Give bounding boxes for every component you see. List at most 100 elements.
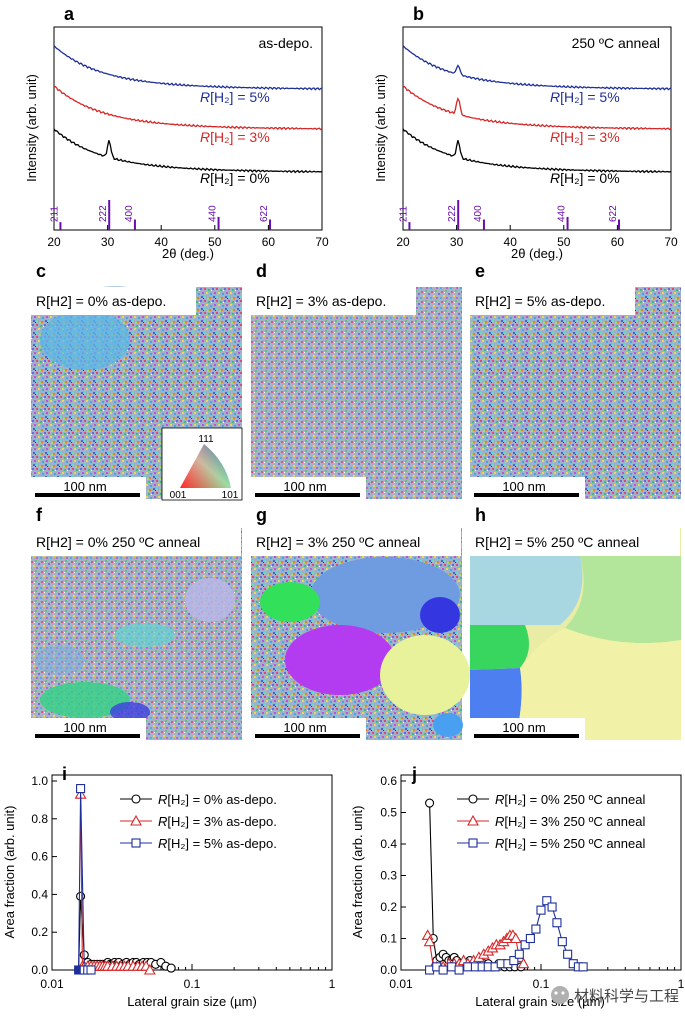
data-point-j-2-18 [542,896,552,906]
panel-letter-h: h [475,505,486,525]
data-point-i-2-1 [76,784,86,794]
data-point-j-1-1 [423,935,436,947]
data-point-j-1-22 [509,932,522,944]
legend-marker-j-2 [468,838,478,848]
data-point-j-2-3 [447,962,457,972]
reference-label-b-211: 211 [398,206,409,222]
title-box-d [251,287,416,315]
plot-frame-b [402,26,672,231]
reference-label-b-222: 222 [447,205,458,222]
y-tick-label-j-1: 0.1 [380,932,397,946]
condition-note-a: as-depo. [259,35,313,51]
title-box-h [470,528,680,556]
y-tick-label-j-0: 0.0 [380,963,397,977]
y-axis-label-i: Area fraction (arb. unit) [2,806,17,939]
legend-marker-j-0 [468,794,478,804]
data-point-i-0-28 [166,963,176,973]
x-axis-label-b: 2θ (deg.) [511,246,563,261]
xrd-panel-a: a as-depo. 2θ (deg.) Intensity (arb. uni… [24,4,323,261]
spectrum-b-1 [402,85,672,131]
y-tick-label-j-2: 0.2 [380,900,397,914]
data-point-j-2-12 [509,955,519,966]
grain-c1 [40,310,130,370]
x-axis-label-j: Lateral grain size (µm) [475,994,605,1009]
title-box-g [251,528,461,556]
y-tick-label-j-5: 0.5 [380,806,397,820]
data-point-j-0-0 [425,798,435,808]
legend-label-j-1: R[H₂] = 3% 250 ºC anneal [495,814,645,829]
series-label-b-2: R[H₂] = 0% [550,170,620,186]
data-point-i-2-4 [86,965,96,975]
legend-marker-i-2 [131,838,141,848]
legend-label-i-2: R[H₂] = 5% as-depo. [158,836,277,851]
x-axis-label-a: 2θ (deg.) [162,246,214,261]
data-point-j-2-2 [438,965,448,975]
data-point-j-1-24 [517,957,530,969]
series-label-a-1: R[H₂] = 3% [200,129,270,145]
series-label-b-1: R[H₂] = 3% [550,129,620,145]
scalebar-label-f: 100 nm [63,720,106,735]
y-tick-label-i-5: 1.0 [31,774,48,788]
panel-letter-c: c [36,261,46,281]
data-point-j-2-15 [525,933,535,944]
legend-label-i-1: R[H₂] = 3% as-depo. [158,814,277,829]
panel-letter-j: j [411,764,417,784]
plot-frame-a [53,26,323,231]
x-tick-label-b-3: 50 [557,235,571,249]
data-point-j-2-4 [454,965,464,975]
y-axis-label-a: Intensity (arb. unit) [24,74,39,182]
legend-label-j-0: R[H₂] = 0% 250 ºC anneal [495,792,645,807]
watermark: 材料科学与工程 [551,986,679,1005]
spectrum-b-0 [402,45,672,91]
data-point-j-2-14 [520,940,530,950]
map-title-g: R[H2] = 3% 250 ºC anneal [256,534,420,550]
reference-label-a-440: 440 [208,205,219,222]
series-label-a-2: R[H₂] = 0% [200,170,270,186]
reference-label-a-400: 400 [124,205,135,222]
scalebar-f [35,734,140,738]
scalebar-h [474,734,579,738]
y-tick-label-i-4: 0.8 [31,812,48,826]
title-box-f [31,528,241,556]
scalebar-label-h: 100 nm [502,720,545,735]
legend-label-j-2: R[H₂] = 5% 250 ºC anneal [495,836,645,851]
y-axis-label-j: Area fraction (arb. unit) [350,806,365,939]
data-point-j-2-20 [552,918,562,928]
data-point-j-2-16 [531,924,541,934]
y-tick-label-i-1: 0.2 [31,925,48,939]
ebsd-map-f: R[H2] = 0% 250 ºC anneal f 100 nm [31,505,242,740]
x-tick-label-a-1: 30 [101,235,115,249]
reference-label-a-211: 211 [49,206,60,222]
y-tick-label-i-0: 0.0 [31,963,48,977]
panel-letter-g: g [256,505,267,525]
panel-letter-f: f [36,505,43,525]
x-tick-label-a-2: 40 [155,235,169,249]
condition-note-b: 250 ºC anneal [572,35,660,51]
scalebar-c [35,493,140,497]
series-line-i-2 [78,788,91,971]
y-tick-label-j-4: 0.4 [380,837,397,851]
panel-letter-a: a [64,4,75,24]
map-title-c: R[H2] = 0% as-depo. [36,293,166,309]
ebsd-map-e: R[H2] = 5% as-depo. e 100 nm [470,261,681,499]
x-tick-label-b-0: 20 [396,235,410,249]
ebsd-map-g: R[H2] = 3% 250 ºC anneal g 100 nm [251,505,470,740]
reference-label-b-400: 400 [473,205,484,222]
xrd-panel-b: b 250 ºC anneal 2θ (deg.) Intensity (arb… [373,4,672,261]
data-point-j-2-25 [578,962,588,972]
ebsd-map-h: R[H2] = 5% 250 ºC anneal h 100 nm [470,505,681,740]
data-point-j-2-21 [557,937,567,947]
legend-marker-i-0 [131,794,141,804]
spectrum-a-2 [53,128,322,174]
scalebar-label-c: 100 nm [63,479,106,494]
x-tick-label-a-4: 60 [262,235,276,249]
data-point-j-2-22 [563,949,573,959]
y-axis-label-b: Intensity (arb. unit) [373,74,388,182]
legend-marker-i-1 [130,814,142,826]
watermark-text: 材料科学与工程 [574,988,679,1005]
ipf-111: 111 [198,434,214,445]
data-point-i-1-20 [143,963,156,975]
x-tick-label-b-1: 30 [450,235,464,249]
spectrum-a-1 [53,85,323,131]
panel-letter-i: i [62,764,67,784]
